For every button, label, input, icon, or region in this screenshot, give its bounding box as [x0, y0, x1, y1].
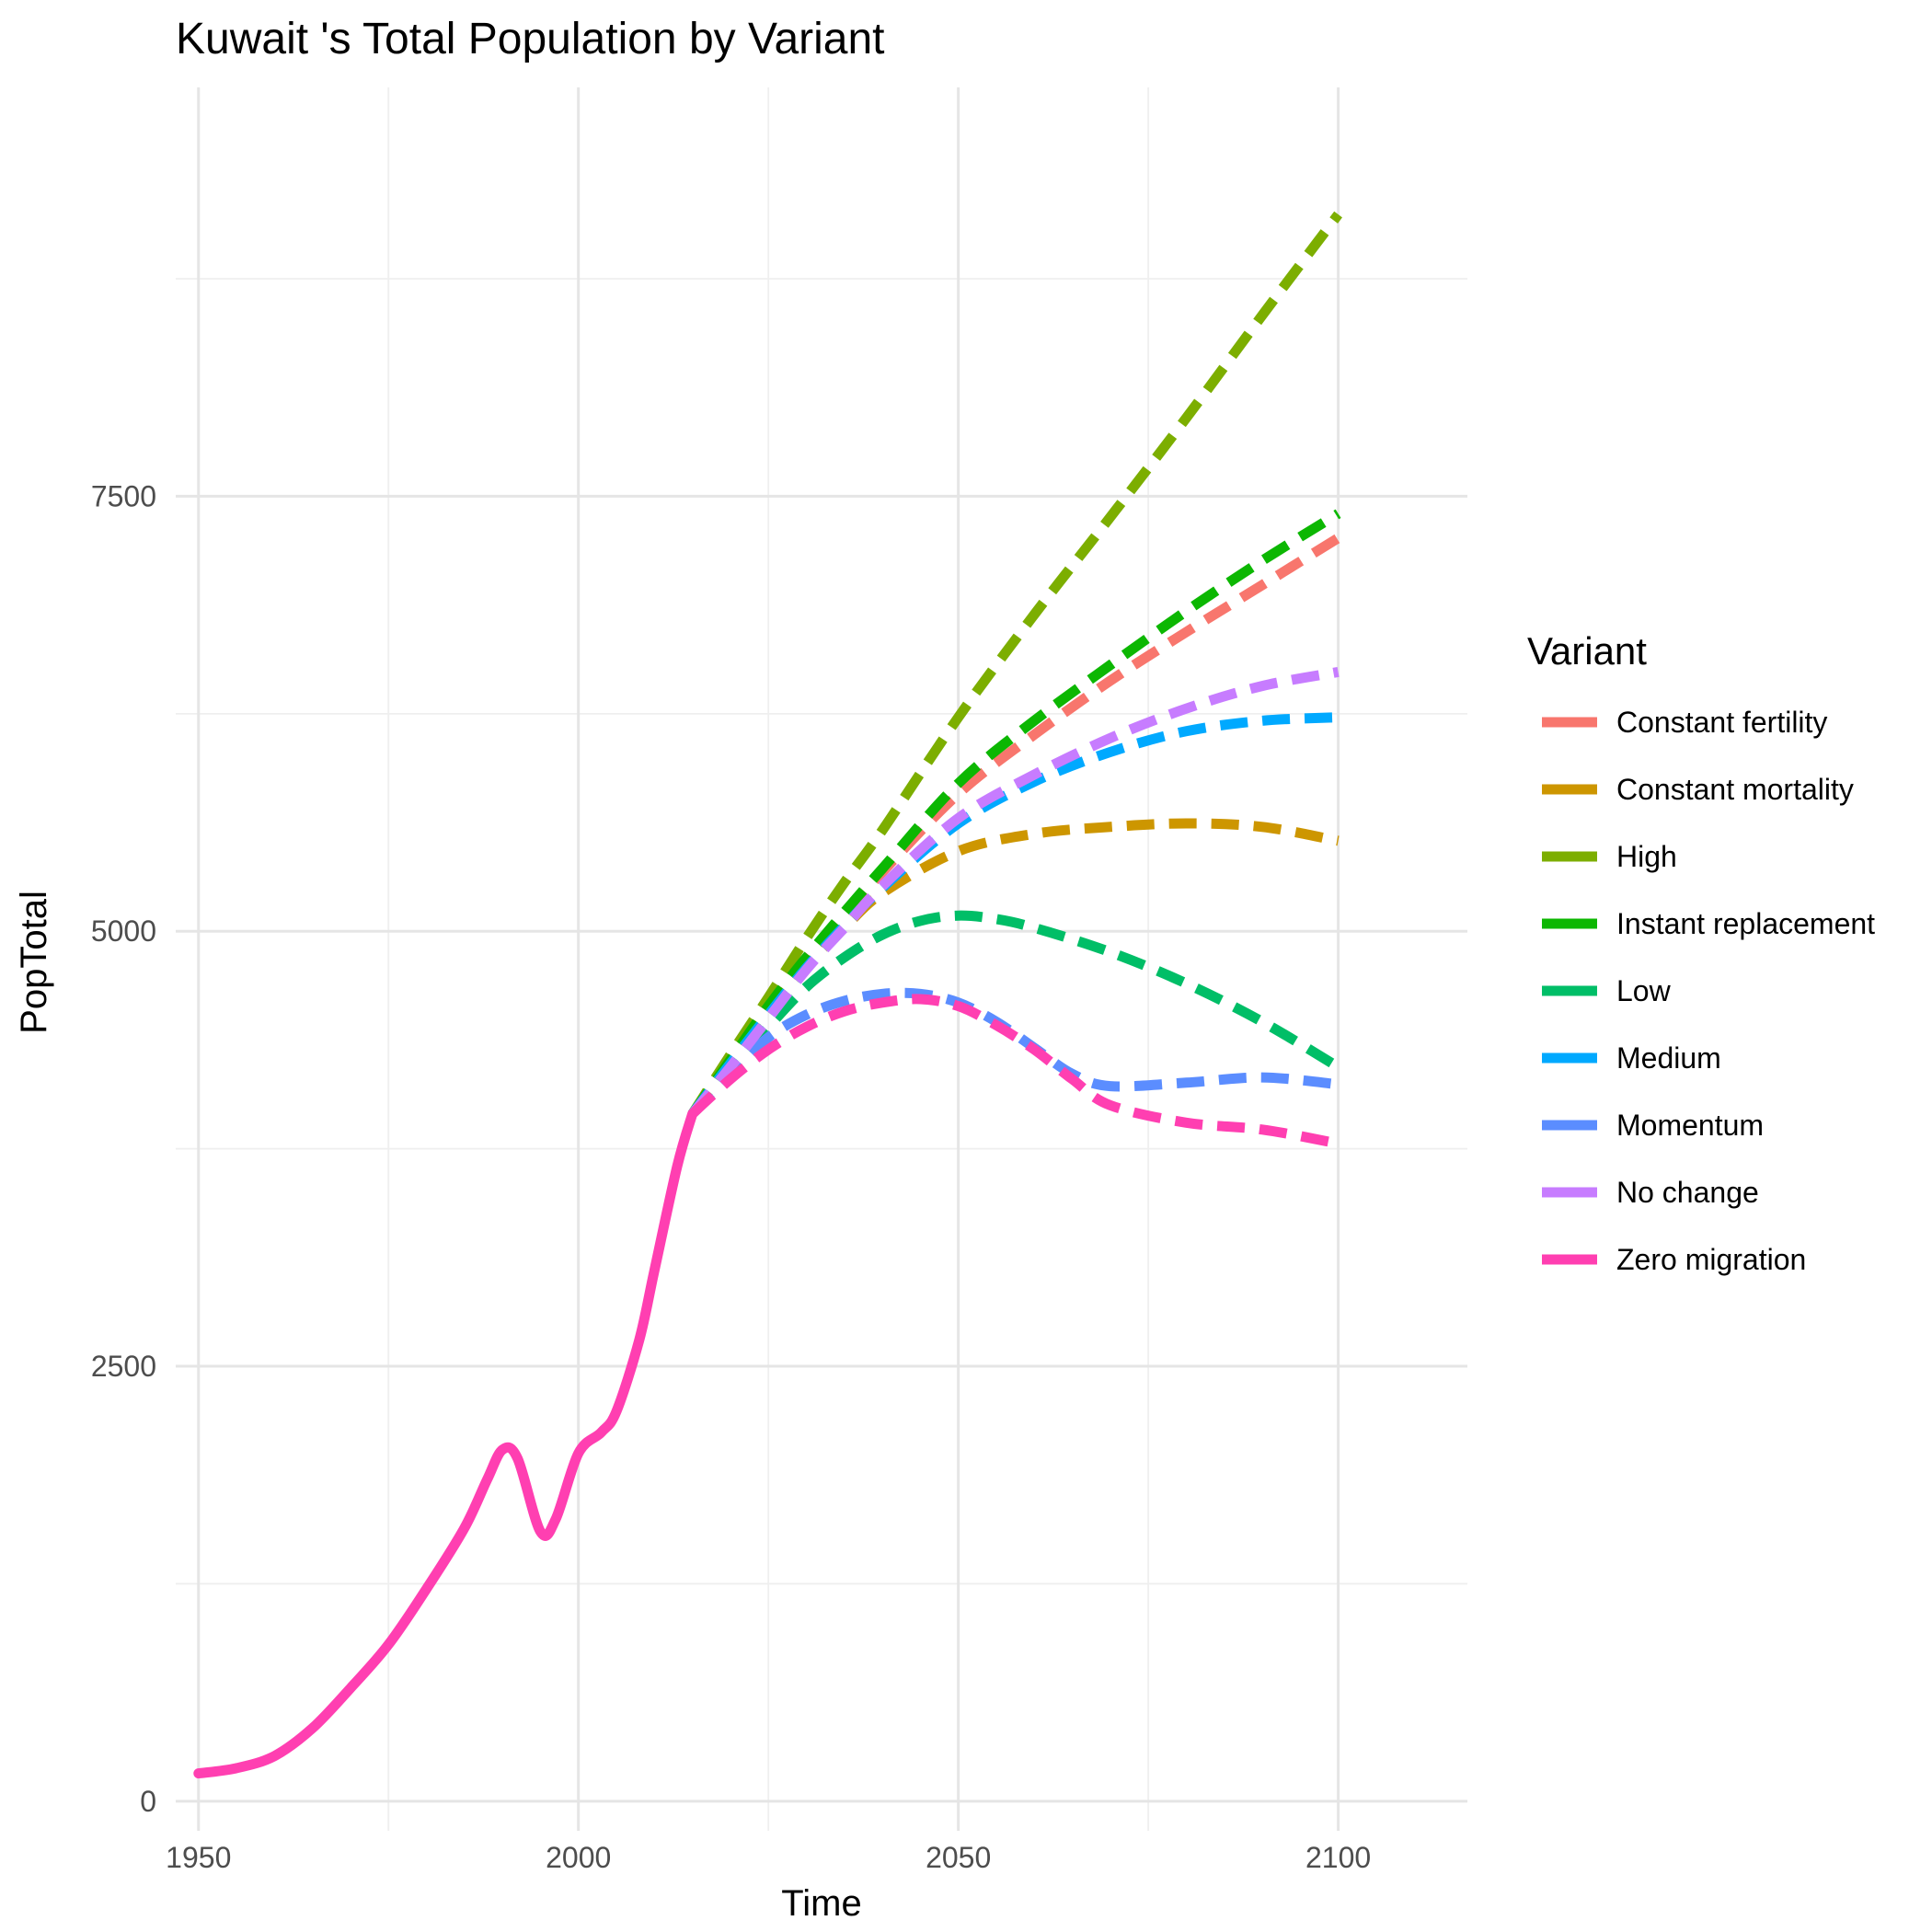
x-axis-title: Time [781, 1883, 861, 1924]
y-tick-label: 7500 [91, 479, 156, 512]
legend-title: Variant [1527, 629, 1647, 673]
legend: Variant Constant fertility Constant morta… [1527, 629, 1875, 1276]
series-line-high [687, 211, 1342, 1117]
y-tick-label: 2500 [91, 1350, 156, 1383]
legend-items: Constant fertility Constant mortality High… [1542, 706, 1875, 1276]
plot-area [176, 87, 1467, 1831]
gridlines [176, 87, 1467, 1831]
series-line-low [688, 910, 1341, 1118]
legend-label-no-change: No change [1616, 1176, 1759, 1209]
x-tick-label: 2100 [1305, 1841, 1371, 1874]
x-tick-label: 2050 [926, 1841, 991, 1874]
series-lines [193, 211, 1342, 1779]
series-line-no-change [688, 666, 1340, 1118]
series-line-medium [688, 712, 1339, 1118]
y-axis-title: PopTotal [14, 891, 54, 1034]
y-tick-label: 5000 [91, 914, 156, 948]
legend-label-low: Low [1616, 974, 1672, 1007]
series-line-instant-replacement [688, 509, 1341, 1117]
legend-label-zero-migration: Zero migration [1616, 1243, 1806, 1276]
legend-label-high: High [1616, 840, 1677, 873]
chart-title: Kuwait 's Total Population by Variant [176, 15, 885, 63]
y-tick-label: 0 [140, 1785, 156, 1818]
legend-label-momentum: Momentum [1616, 1109, 1764, 1142]
legend-label-medium: Medium [1616, 1041, 1721, 1075]
legend-label-instant-replacement: Instant replacement [1616, 907, 1875, 940]
series-line-zero-migration [688, 994, 1340, 1149]
x-tick-label: 1950 [166, 1841, 231, 1874]
x-axis-ticks: 1950 2000 2050 2100 [166, 1841, 1371, 1874]
y-axis-ticks: 0 2500 5000 7500 [91, 479, 156, 1817]
legend-label-constant-mortality: Constant mortality [1616, 773, 1854, 806]
historical-line [193, 1109, 698, 1779]
legend-label-constant-fertility: Constant fertility [1616, 706, 1827, 739]
x-tick-label: 2000 [546, 1841, 611, 1874]
